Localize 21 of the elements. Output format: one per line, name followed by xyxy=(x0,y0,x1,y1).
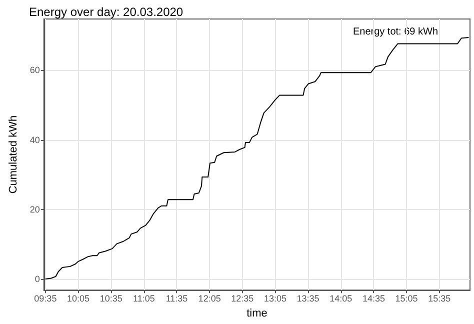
y-tick-label: 60 xyxy=(30,65,40,76)
x-tick-label: 14:05 xyxy=(330,294,352,304)
x-tick-label: 13:05 xyxy=(264,294,286,304)
x-tick-label: 15:35 xyxy=(428,294,451,304)
y-tick-label: 40 xyxy=(30,134,40,145)
y-axis-title: Cumulated kWh xyxy=(8,115,20,194)
y-tick-label: 20 xyxy=(30,204,40,214)
x-tick-label: 12:35 xyxy=(231,294,254,304)
x-tick-label: 12:05 xyxy=(198,294,221,304)
chart-title: Energy over day: 20.03.2020 xyxy=(29,5,184,19)
x-tick-label: 11:35 xyxy=(166,294,188,304)
x-tick-label: 09:35 xyxy=(34,294,57,304)
x-tick-label: 11:05 xyxy=(132,294,155,304)
line-series xyxy=(44,36,470,280)
x-axis-title: time xyxy=(246,308,268,320)
x-tick-label: 10:35 xyxy=(100,294,122,304)
x-tick-label: 15:05 xyxy=(395,294,418,304)
x-tick-label: 14:35 xyxy=(362,294,385,304)
x-tick-label: 10:05 xyxy=(67,294,90,304)
x-tick-label: 13:35 xyxy=(296,294,320,304)
y-tick-label: 0 xyxy=(34,274,40,284)
